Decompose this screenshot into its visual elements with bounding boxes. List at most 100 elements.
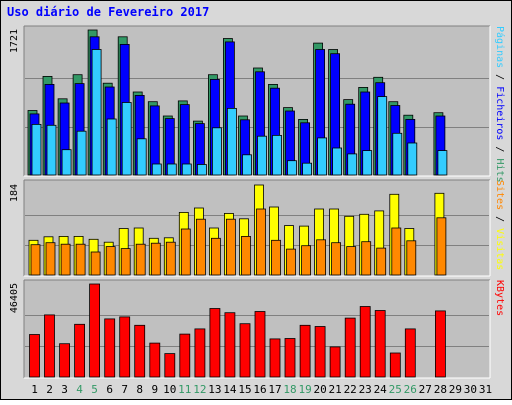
- day-label-18: 18: [283, 383, 296, 396]
- legend-entry: /: [494, 140, 505, 158]
- bar-sites-day-18: [286, 248, 296, 276]
- day-label-4: 4: [76, 383, 83, 396]
- bar-sites-day-8: [135, 243, 146, 276]
- day-label-30: 30: [464, 383, 477, 396]
- day-label-29: 29: [449, 383, 462, 396]
- bar-kbytes-day-11: [179, 333, 191, 378]
- bar-kbytes-day-7: [119, 316, 131, 378]
- bar-páginas-day-23: [362, 150, 373, 176]
- bar-páginas-day-25: [392, 132, 403, 176]
- bar-sites-day-15: [241, 235, 251, 276]
- bar-kbytes-day-17: [269, 338, 281, 378]
- bar-sites-day-1: [30, 244, 41, 276]
- legend-entry: Sites: [494, 180, 505, 210]
- bar-páginas-day-28: [437, 150, 448, 176]
- bar-sites-day-4: [75, 243, 86, 276]
- bar-kbytes-day-4: [74, 323, 85, 378]
- day-label-31: 31: [479, 383, 492, 396]
- day-label-8: 8: [136, 383, 143, 396]
- bar-sites-day-19: [301, 245, 312, 276]
- day-label-16: 16: [253, 383, 266, 396]
- bar-sites-day-16: [256, 208, 266, 276]
- day-label-3: 3: [61, 383, 68, 396]
- bar-páginas-day-13: [211, 127, 222, 176]
- legend-top: Páginas / Ficheiros / Hits: [494, 26, 506, 183]
- bar-kbytes-day-13: [209, 308, 221, 378]
- legend-mid: Sites / Visitas: [494, 180, 505, 270]
- bar-sites-day-2: [45, 242, 56, 276]
- bar-sites-day-25: [391, 227, 402, 276]
- panels: 1721 Páginas / Ficheiros / Hits 184 Sites /…: [9, 25, 506, 379]
- bar-páginas-day-10: [166, 163, 177, 176]
- bar-kbytes-day-10: [164, 353, 176, 378]
- day-label-27: 27: [419, 383, 432, 396]
- bar-kbytes-day-28: [434, 310, 446, 378]
- max-value-label: 1721: [9, 29, 20, 53]
- bar-páginas-day-22: [347, 153, 358, 176]
- bar-kbytes-day-1: [29, 334, 40, 378]
- bar-kbytes-day-18: [284, 338, 296, 378]
- bar-sites-day-21: [331, 242, 342, 276]
- bar-kbytes-day-15: [239, 323, 251, 378]
- bar-kbytes-day-16: [254, 311, 266, 378]
- bar-páginas-day-15: [242, 154, 252, 176]
- bar-páginas-day-14: [226, 108, 237, 176]
- bar-sites-day-24: [376, 247, 387, 276]
- legend-bot: KBytes: [494, 280, 505, 316]
- day-label-24: 24: [374, 383, 388, 396]
- bar-kbytes-day-5: [89, 283, 100, 378]
- day-label-7: 7: [121, 383, 128, 396]
- bar-páginas-day-7: [121, 102, 132, 176]
- bar-páginas-day-4: [76, 130, 87, 176]
- bar-páginas-day-8: [136, 138, 147, 176]
- day-label-19: 19: [298, 383, 311, 396]
- bar-sites-day-22: [346, 246, 357, 276]
- bar-kbytes-day-23: [359, 306, 371, 378]
- bar-kbytes-day-22: [344, 317, 356, 378]
- day-label-15: 15: [238, 383, 251, 396]
- bar-kbytes-day-19: [299, 324, 311, 378]
- day-label-17: 17: [268, 383, 281, 396]
- bar-kbytes-day-9: [149, 342, 161, 378]
- panel-mid: 184 Sites / Visitas: [9, 179, 505, 277]
- bar-sites-day-13: [210, 237, 221, 276]
- day-label-6: 6: [106, 383, 113, 396]
- bar-páginas-day-3: [61, 149, 72, 176]
- bar-páginas-day-20: [317, 137, 328, 176]
- bar-páginas-day-19: [302, 162, 313, 176]
- bar-páginas-day-11: [181, 163, 192, 176]
- day-label-5: 5: [91, 383, 98, 396]
- bar-sites-day-9: [150, 242, 161, 276]
- bar-páginas-day-5: [91, 49, 102, 176]
- day-label-23: 23: [359, 383, 372, 396]
- bar-páginas-day-18: [287, 160, 297, 176]
- bar-kbytes-day-21: [329, 346, 341, 378]
- panel-top: 1721 Páginas / Ficheiros / Hits: [9, 25, 506, 183]
- max-value-label: 184: [9, 184, 20, 202]
- bar-kbytes-day-25: [389, 352, 401, 378]
- bar-kbytes-day-26: [404, 328, 416, 378]
- bar-páginas-day-2: [46, 124, 57, 176]
- bar-sites-day-5: [90, 251, 101, 276]
- bar-kbytes-day-6: [104, 318, 116, 378]
- day-label-26: 26: [404, 383, 417, 396]
- day-label-25: 25: [389, 383, 402, 396]
- legend-entry: Hits: [494, 158, 505, 182]
- bar-sites-day-26: [406, 240, 417, 276]
- panel-bot: 46405 KBytes: [9, 279, 505, 379]
- bar-sites-day-10: [165, 241, 176, 276]
- day-label-2: 2: [46, 383, 53, 396]
- bar-páginas-day-9: [151, 163, 162, 176]
- day-label-28: 28: [434, 383, 447, 396]
- bar-sites-day-20: [316, 239, 327, 276]
- bar-páginas-day-6: [106, 118, 117, 176]
- bar-páginas-day-26: [407, 142, 418, 176]
- bar-kbytes-day-20: [314, 326, 326, 378]
- day-label-9: 9: [151, 383, 158, 396]
- day-label-1: 1: [31, 383, 38, 396]
- legend-entry: Páginas: [494, 26, 506, 68]
- bar-sites-day-12: [195, 218, 206, 276]
- bar-kbytes-day-3: [59, 343, 70, 378]
- bar-kbytes-day-14: [224, 312, 236, 378]
